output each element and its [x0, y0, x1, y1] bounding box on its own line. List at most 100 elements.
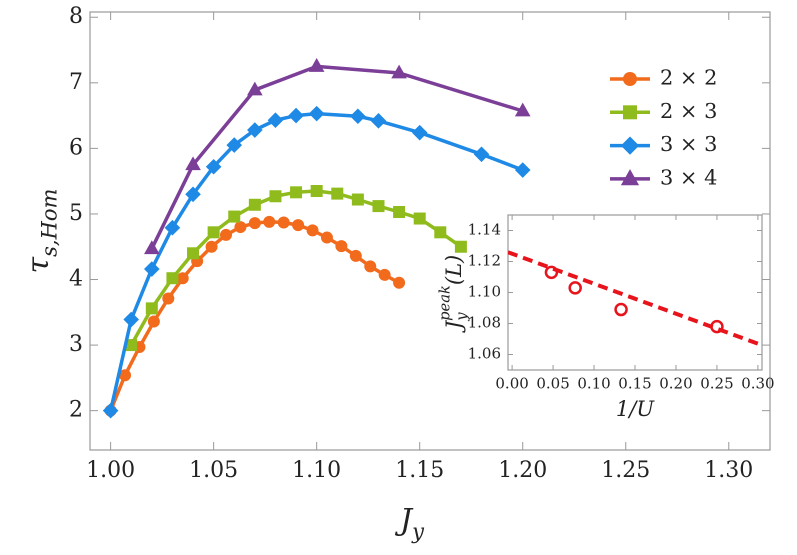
label-part: 1/U — [616, 397, 655, 421]
label-part: peak — [437, 285, 454, 321]
y-tick-label: 5 — [69, 201, 83, 226]
point — [351, 193, 364, 206]
point — [454, 240, 467, 253]
point — [290, 186, 303, 199]
point — [166, 272, 179, 285]
point — [331, 187, 344, 200]
y-tick-label: 1.14 — [468, 221, 501, 239]
point — [145, 302, 158, 315]
point — [277, 216, 290, 229]
point — [514, 162, 531, 178]
x-tick-label: 1.00 — [86, 458, 135, 483]
x-tick-label: 1.15 — [395, 458, 444, 483]
label-part: y — [411, 519, 425, 543]
point — [350, 108, 366, 125]
y-tick-label: 6 — [69, 135, 83, 160]
point — [226, 137, 243, 153]
label-part: (L) — [442, 255, 466, 285]
x-tick-label: 1.30 — [704, 458, 753, 483]
point — [308, 58, 325, 72]
point — [162, 292, 175, 305]
point — [205, 158, 222, 175]
label-part: τ — [21, 256, 56, 273]
label-part: s,Hom — [37, 189, 61, 257]
point — [125, 339, 138, 352]
axis-label: τs,Hom — [21, 189, 61, 274]
inset-background — [508, 215, 762, 370]
point — [349, 249, 362, 262]
point — [308, 105, 325, 122]
point — [144, 261, 160, 277]
point — [335, 240, 348, 253]
point — [248, 198, 261, 211]
main-plot: 1.00 1.05 1.10 1.15 1.20 1.25 1.30 2 3 4 5 6 7 8 2 × 2… — [69, 4, 771, 483]
y-tick-label: 7 — [69, 70, 83, 95]
point — [220, 228, 232, 241]
label-part: J — [442, 319, 466, 333]
x-tick-label: 1.05 — [189, 458, 238, 483]
point — [568, 281, 582, 295]
point — [207, 226, 220, 239]
point — [269, 190, 282, 203]
x-tick-label: 0.05 — [536, 374, 569, 392]
point — [267, 112, 284, 128]
point — [288, 107, 304, 124]
point — [372, 200, 385, 213]
point — [102, 402, 119, 419]
axis-label: Jy — [394, 503, 425, 543]
frame — [89, 11, 771, 451]
point — [164, 219, 181, 236]
point — [263, 215, 276, 228]
point — [411, 124, 428, 141]
x-tick-label: 1.25 — [601, 458, 650, 483]
y-tick-label: 1.12 — [468, 252, 501, 270]
x-tick-label: 1.20 — [498, 458, 547, 483]
y-tick-label: 2 — [69, 398, 83, 423]
point — [306, 224, 319, 237]
point — [292, 219, 305, 232]
x-tick-label: 1.10 — [292, 458, 341, 483]
x-tick-label: 0.25 — [700, 374, 733, 392]
x-tick-label: 0.00 — [495, 374, 528, 392]
y-tick-label: 1.10 — [468, 283, 501, 301]
point — [623, 72, 637, 86]
point — [393, 205, 406, 218]
point — [473, 146, 490, 163]
series-layer — [508, 250, 759, 346]
point — [147, 315, 160, 328]
point — [144, 240, 160, 255]
point — [623, 105, 637, 120]
series-layer — [102, 58, 531, 419]
y-tick-label: 8 — [69, 4, 83, 29]
point — [434, 226, 447, 239]
point — [620, 136, 640, 155]
legend-label: 2 × 3 — [660, 99, 717, 123]
point — [185, 156, 201, 171]
legend-label: 2 × 2 — [660, 66, 717, 90]
point — [710, 319, 724, 334]
point — [413, 212, 426, 225]
point — [205, 240, 218, 253]
point — [187, 247, 200, 260]
y-tick-label: 4 — [69, 267, 83, 292]
point — [176, 272, 189, 285]
label-part: J — [394, 503, 414, 538]
series-line — [108, 111, 524, 412]
point — [391, 64, 407, 79]
point — [393, 276, 406, 289]
point — [248, 217, 261, 230]
legend-label: 3 × 4 — [660, 165, 717, 189]
point — [544, 265, 559, 280]
point — [320, 231, 333, 244]
point — [310, 185, 323, 198]
label-part: y — [453, 312, 470, 322]
point — [185, 186, 201, 203]
y-tick-label: 3 — [69, 332, 83, 357]
point — [620, 169, 640, 186]
point — [234, 221, 247, 234]
x-tick-label: 0.20 — [659, 374, 692, 392]
point — [247, 122, 263, 138]
x-tick-label: 0.10 — [577, 374, 610, 392]
series-line — [508, 250, 759, 346]
